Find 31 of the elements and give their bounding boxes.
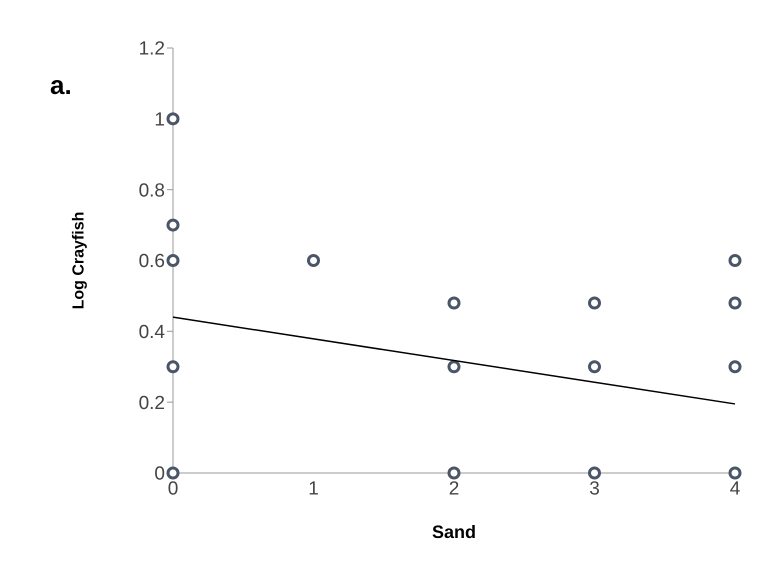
point <box>588 466 601 480</box>
point <box>588 296 601 310</box>
y-tick-label: 0.2 <box>138 392 165 414</box>
y-tick-label: 0.6 <box>138 251 165 272</box>
y-tick-label: 1 <box>154 110 165 131</box>
y-tick-label: 0 <box>154 464 165 485</box>
point <box>728 254 742 267</box>
y-tick-label: 0.8 <box>138 180 165 202</box>
x-tick-label: 0 <box>168 478 178 500</box>
point <box>728 296 742 310</box>
point <box>166 254 180 267</box>
y-tick-label: 0.4 <box>138 322 166 344</box>
x-tick-label: 3 <box>589 478 600 500</box>
x-tick-label: 1 <box>308 478 319 500</box>
text: a. <box>50 70 72 101</box>
x-tick-label: 4 <box>730 478 741 500</box>
point <box>166 112 180 126</box>
point <box>588 360 601 374</box>
y-tick-label: 1.2 <box>138 38 165 60</box>
x-tick-label: 2 <box>448 478 460 500</box>
point <box>728 360 742 374</box>
point <box>166 360 180 374</box>
point <box>448 296 460 310</box>
point <box>307 254 320 267</box>
point <box>166 466 180 480</box>
point <box>728 466 742 480</box>
y-axis-title: Log Crayfish <box>70 212 88 310</box>
point <box>448 360 460 374</box>
point <box>448 466 460 480</box>
x-axis-title: Sand <box>432 522 476 542</box>
point <box>166 218 180 232</box>
